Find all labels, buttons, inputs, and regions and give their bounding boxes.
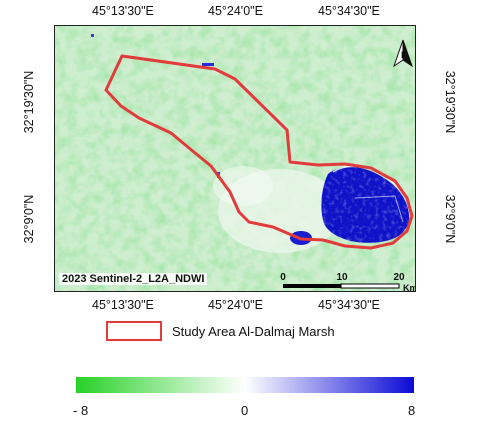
colorbar-max-label: 8 xyxy=(408,403,416,418)
scale-bar: 0 10 20 Km xyxy=(280,272,416,292)
map-title-label: 2023 Sentinel-2_L2A_NDWI xyxy=(59,273,208,285)
north-arrow-letter: N xyxy=(401,50,408,60)
top-lon-tick-2: 45°24'0"E xyxy=(208,4,263,18)
bottom-lon-tick-1: 45°13'30"E xyxy=(92,298,154,312)
top-lon-tick-1: 45°13'30"E xyxy=(92,4,154,18)
right-lat-tick-2: 32°9'0"N xyxy=(443,194,457,244)
small-water-patch xyxy=(91,34,94,37)
study-area-legend-swatch xyxy=(106,321,162,341)
north-arrow-icon: N xyxy=(393,39,413,68)
bottom-lon-tick-2: 45°24'0"E xyxy=(208,298,263,312)
study-area-legend-label: Study Area Al-Dalmaj Marsh xyxy=(172,324,335,339)
map-frame: N 0 10 20 Km 2023 Sentinel-2_L2A_NDWI xyxy=(54,25,416,292)
scale-unit: Km xyxy=(403,283,416,292)
small-water-patch xyxy=(202,63,214,66)
left-lat-tick-2: 32°9'0"N xyxy=(22,194,36,244)
scale-label-0: 0 xyxy=(280,272,286,283)
ndwi-colorbar xyxy=(76,377,414,393)
scale-label-10: 10 xyxy=(336,272,348,283)
scale-label-20: 20 xyxy=(393,272,405,283)
colorbar-mid-label: 0 xyxy=(241,403,249,418)
study-area-boundary xyxy=(104,54,414,250)
right-lat-tick-1: 32°19'30"N xyxy=(443,70,457,134)
colorbar-min-label: - 8 xyxy=(73,403,89,418)
ndwi-raster: N 0 10 20 Km xyxy=(55,26,416,292)
bottom-lon-tick-3: 45°34'30"E xyxy=(318,298,380,312)
top-lon-tick-3: 45°34'30"E xyxy=(318,4,380,18)
left-lat-tick-1: 32°19'30"N xyxy=(22,70,36,134)
